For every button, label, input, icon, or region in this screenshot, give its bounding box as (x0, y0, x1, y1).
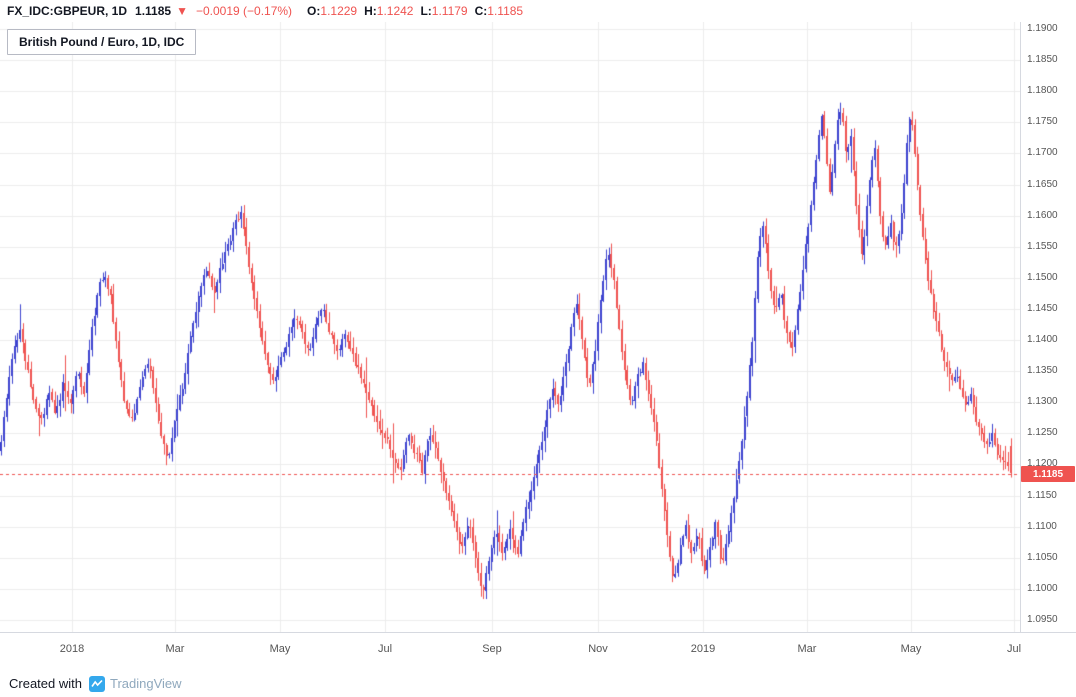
price-axis-label: 1.1050 (1027, 552, 1058, 563)
price-axis-label: 1.1300 (1027, 396, 1058, 407)
price-axis-label: 1.1250 (1027, 427, 1058, 438)
low-value: 1.1179 (431, 4, 468, 18)
price-axis-label: 1.0950 (1027, 614, 1058, 625)
last-price-value: 1.1185 (135, 4, 172, 18)
close-value: 1.1185 (487, 4, 524, 18)
chart-area: British Pound / Euro, 1D, IDC (0, 22, 1020, 632)
price-axis-label: 1.1750 (1027, 116, 1058, 127)
price-axis-label: 1.1650 (1027, 179, 1058, 190)
price-axis-label: 1.1850 (1027, 54, 1058, 65)
high-label: H: (364, 4, 377, 18)
time-axis-label: Mar (165, 643, 185, 655)
tradingview-logo[interactable]: TradingView (88, 675, 182, 692)
time-axis-label: May (900, 643, 922, 655)
price-axis-label: 1.1700 (1027, 147, 1058, 158)
high-value: 1.1242 (376, 4, 414, 18)
price-axis-label: 1.1500 (1027, 272, 1058, 283)
price-axis[interactable]: 1.1900 1.1850 1.1800 1.1750 1.1700 1.1650 1.16… (1020, 22, 1076, 632)
price-axis-label: 1.1100 (1027, 521, 1057, 532)
chart-legend[interactable]: British Pound / Euro, 1D, IDC (7, 29, 197, 55)
time-axis-label: May (269, 643, 291, 655)
price-axis-label: 1.1400 (1027, 334, 1058, 345)
time-axis-label: Sep (482, 643, 502, 655)
price-axis-label: 1.1000 (1027, 583, 1058, 594)
time-axis-label: Jul (377, 643, 393, 655)
tradingview-logo-icon (88, 675, 105, 692)
low-label: L: (420, 4, 432, 18)
price-axis-separator (1020, 22, 1021, 668)
created-with-text: Created with (9, 676, 82, 691)
price-axis-label: 1.1350 (1027, 365, 1058, 376)
close-label: C: (474, 4, 488, 18)
time-axis-label: Nov (588, 643, 608, 655)
price-axis-label: 1.1150 (1027, 490, 1057, 501)
open-label: O: (307, 4, 321, 18)
last-price-tag: 1.1185 (1021, 466, 1075, 482)
time-axis-label: Jul (1006, 643, 1022, 655)
candlestick-chart[interactable] (0, 22, 1020, 632)
attribution-footer: Created with TradingView (0, 668, 1076, 697)
price-change: −0.0019 (−0.17%) (195, 4, 293, 18)
ohlc-header: FX_IDC:GBPEUR, 1D 1.1185 ▼ −0.0019 (−0.1… (0, 0, 1076, 22)
price-axis-label: 1.1550 (1027, 241, 1058, 252)
price-axis-label: 1.1900 (1027, 23, 1058, 34)
time-axis-label: 2018 (59, 643, 85, 655)
time-axis-label: Mar (797, 643, 817, 655)
tradingview-wordmark: TradingView (109, 676, 182, 691)
price-axis-label: 1.1200 (1027, 458, 1058, 469)
last-price-tag-value: 1.1185 (1032, 468, 1064, 480)
price-axis-label: 1.1600 (1027, 210, 1058, 221)
time-axis-label: 2019 (690, 643, 716, 655)
price-axis-label: 1.1450 (1027, 303, 1058, 314)
chart-legend-title: British Pound / Euro, 1D, IDC (19, 35, 185, 49)
open-value: 1.1229 (320, 4, 358, 18)
price-axis-label: 1.1800 (1027, 85, 1058, 96)
time-axis[interactable]: 2018 Mar May Jul Sep Nov 2019 Mar May Jul (0, 632, 1076, 669)
down-arrow-icon: ▼ (176, 4, 188, 18)
symbol-title: FX_IDC:GBPEUR, 1D (7, 4, 128, 18)
